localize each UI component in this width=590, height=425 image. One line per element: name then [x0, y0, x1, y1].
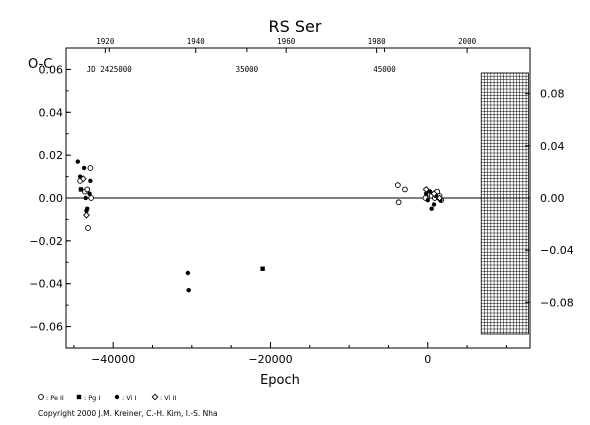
legend-marker: [151, 393, 159, 401]
copyright-text: Copyright 2000 J.M. Kreiner, C.-H. Kim, …: [38, 409, 218, 418]
data-point: [423, 191, 429, 196]
hatch-border: [480, 72, 529, 335]
data-point: [422, 185, 430, 193]
data-point: [427, 189, 433, 194]
year-label: 1940: [187, 37, 206, 46]
data-point: [87, 191, 92, 196]
data-point: [88, 178, 93, 184]
data-point: [83, 211, 90, 219]
data-point: [436, 194, 443, 202]
data-point: [88, 195, 95, 201]
legend-marker: [114, 394, 120, 400]
right-tick-label: −0.08: [540, 296, 574, 309]
legend-label: : Vi II: [160, 394, 176, 402]
data-point: [429, 206, 434, 211]
year-label: 2000: [458, 37, 477, 46]
jd-label: 45000: [373, 65, 396, 74]
right-tick-label: −0.04: [540, 244, 574, 257]
y-tick-label: −0.04: [29, 278, 63, 291]
top-year-axis: 1920 1940 1960 1980 2000 JD 2425000 35000 45000: [87, 37, 477, 74]
year-label: 1920: [96, 37, 115, 46]
legend-marker: [38, 394, 44, 400]
data-points: [75, 159, 444, 293]
x-tick-label: 0: [424, 353, 431, 366]
data-point: [430, 190, 438, 198]
x-tick-label: −20000: [248, 353, 292, 366]
x-axis-ticks: −40000 −20000 0: [73, 342, 507, 366]
year-label: 1980: [368, 37, 387, 46]
x-axis-label: Epoch: [260, 373, 300, 388]
data-point: [185, 270, 191, 276]
data-point: [83, 195, 88, 201]
y-tick-label: 0.04: [39, 106, 64, 119]
data-point: [85, 225, 91, 231]
data-point: [84, 186, 91, 193]
y-axis-label: O-C: [28, 57, 52, 72]
right-axis-ticks: 0.08 0.04 0.00 −0.04 −0.08: [525, 88, 574, 309]
right-tick-label: 0.08: [540, 88, 565, 101]
jd-label: JD 2425000: [87, 65, 133, 74]
data-point: [78, 187, 84, 192]
legend-label: : Vi I: [122, 394, 136, 402]
hatched-region: [480, 72, 529, 335]
data-point: [431, 202, 437, 207]
x-tick-label: −40000: [91, 353, 135, 366]
right-tick-label: 0.00: [540, 192, 565, 205]
data-point: [402, 186, 408, 193]
data-point: [425, 197, 430, 203]
data-point: [81, 165, 87, 171]
data-point: [395, 182, 401, 188]
y-tick-label: −0.06: [29, 321, 63, 334]
y-tick-label: 0.06: [39, 63, 64, 76]
chart-title: RS Ser: [269, 17, 322, 36]
data-point: [79, 175, 87, 183]
data-point: [395, 199, 402, 206]
legend-label: : Pe II: [46, 394, 64, 402]
y-tick-label: −0.02: [29, 235, 63, 248]
data-point: [75, 159, 80, 164]
data-point: [186, 287, 191, 293]
y-tick-label: 0.02: [39, 149, 64, 162]
right-tick-label: 0.04: [540, 140, 565, 153]
legend-label: : Pg I: [84, 394, 100, 402]
y-tick-label: 0.00: [39, 192, 64, 205]
y-axis-ticks: 0.06 0.04 0.02 0.00 −0.02 −0.04 −0.06: [29, 47, 71, 349]
data-point: [260, 266, 265, 271]
data-point: [87, 165, 94, 171]
jd-label: 35000: [236, 65, 259, 74]
legend: : Pe II : Pg I : Vi I : Vi II: [38, 393, 176, 402]
year-label: 1960: [277, 37, 296, 46]
data-point: [85, 206, 90, 211]
legend-marker: [76, 394, 82, 400]
